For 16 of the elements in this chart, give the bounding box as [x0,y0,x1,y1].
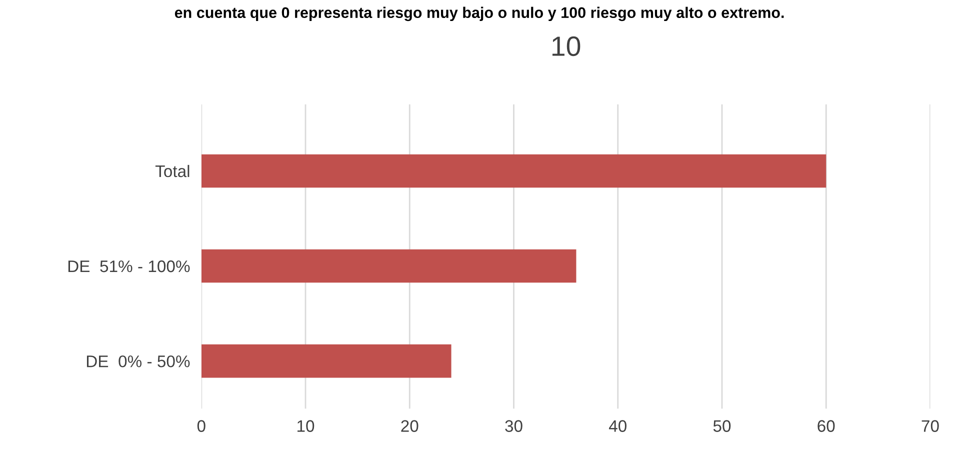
x-tick-label: 50 [713,420,731,432]
bar [201,344,452,378]
y-tick-label: DE 0% - 50% [86,355,190,368]
y-tick-label: DE 51% - 100% [68,260,190,272]
y-tick-label: Total [155,164,190,178]
x-tick-label: 20 [401,420,418,432]
bar [201,249,576,283]
text: en cuenta que 0 representa riesgo muy bajo o nulo y 100 riesgo muy alto o extremo. [174,6,784,22]
x-tick-label: 60 [818,420,835,432]
x-tick-label: 70 [922,420,939,432]
x-tick-label: 30 [505,420,522,432]
x-tick-label: 10 [298,420,314,432]
x-tick-label: 0 [197,420,206,432]
chart-title: 10 [552,36,580,56]
bar [201,154,826,188]
x-tick-label: 40 [608,420,626,432]
